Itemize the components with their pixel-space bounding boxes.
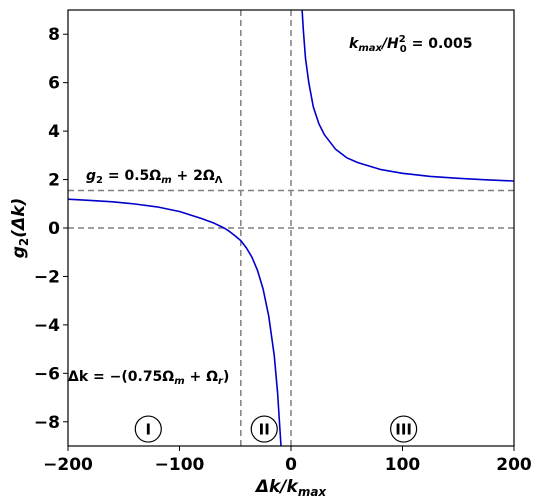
region-circle bbox=[134, 415, 162, 443]
y-axis-label: g2(Δk) bbox=[9, 198, 31, 259]
x-tick-label: 200 bbox=[496, 455, 532, 475]
y-tick-label: 0 bbox=[48, 219, 60, 239]
region-label: II bbox=[259, 421, 270, 439]
curve-left-branch bbox=[68, 198, 282, 446]
region-circle bbox=[250, 415, 278, 443]
x-tick-label: −200 bbox=[43, 455, 93, 475]
curves bbox=[68, 10, 514, 446]
curve-right-branch bbox=[301, 10, 514, 182]
y-tick-label: 2 bbox=[48, 171, 60, 191]
x-tick-label: 0 bbox=[285, 455, 297, 475]
y-tick-label: −6 bbox=[34, 364, 60, 384]
y-tick-label: −8 bbox=[34, 413, 60, 433]
y-tick-label: 6 bbox=[48, 74, 60, 94]
kmax-ratio-annotation: kmax/H2 0 = 0.005 bbox=[349, 34, 472, 55]
region-label: I bbox=[145, 421, 151, 439]
y-tick-label: −2 bbox=[34, 267, 60, 287]
g2-value-annotation: g2 = 0.5Ωm + 2ΩΛ bbox=[86, 168, 223, 186]
delta-k-annotation: Δk = −(0.75Ωm + Ωr) bbox=[68, 369, 229, 387]
reference-lines bbox=[68, 10, 514, 446]
region-circle bbox=[390, 415, 418, 443]
y-tick-label: −4 bbox=[34, 316, 60, 336]
x-tick-label: −100 bbox=[155, 455, 205, 475]
y-axis: −8 −6 −4 −2 0 2 4 6 8 bbox=[34, 25, 68, 433]
region-label: III bbox=[395, 421, 412, 439]
y-tick-label: 8 bbox=[48, 25, 60, 45]
x-axis: −200 −100 0 100 200 bbox=[43, 446, 532, 475]
y-tick-label: 4 bbox=[48, 122, 60, 142]
x-axis-label: Δk/kmax bbox=[254, 477, 328, 499]
region-markers: I II III bbox=[134, 415, 418, 443]
x-tick-label: 100 bbox=[385, 455, 421, 475]
